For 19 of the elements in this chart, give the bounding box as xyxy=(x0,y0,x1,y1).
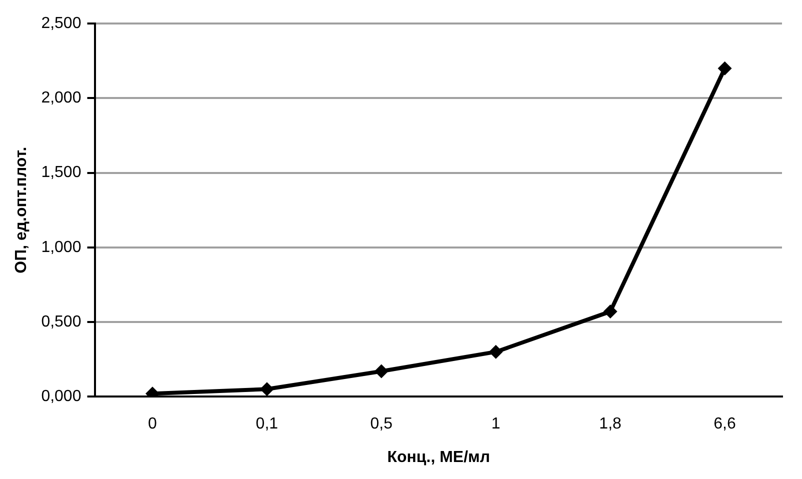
x-axis-title: Конц., МЕ/мл xyxy=(387,448,490,466)
y-tick-label: 0,500 xyxy=(41,313,82,330)
x-tick-label: 0,1 xyxy=(256,416,278,433)
y-axis-title: ОП, ед.опт.плот. xyxy=(13,146,30,274)
x-tick-label: 1 xyxy=(491,416,500,433)
y-tick-label: 1,000 xyxy=(41,238,82,256)
y-tick-label: 0,000 xyxy=(41,388,82,406)
point xyxy=(260,382,274,396)
point xyxy=(718,61,732,76)
x-tick-label: 6,6 xyxy=(714,416,736,433)
point xyxy=(603,304,618,319)
point xyxy=(374,364,388,378)
point xyxy=(488,344,503,359)
x-tick-label: 0 xyxy=(148,416,158,433)
x-tick-label: 1,8 xyxy=(599,416,622,433)
y-tick-label: 2,500 xyxy=(41,15,82,32)
y-tick-label: 2,000 xyxy=(41,90,82,107)
x-tick-label: 0,5 xyxy=(370,416,393,433)
y-tick-label: 1,500 xyxy=(41,164,82,182)
